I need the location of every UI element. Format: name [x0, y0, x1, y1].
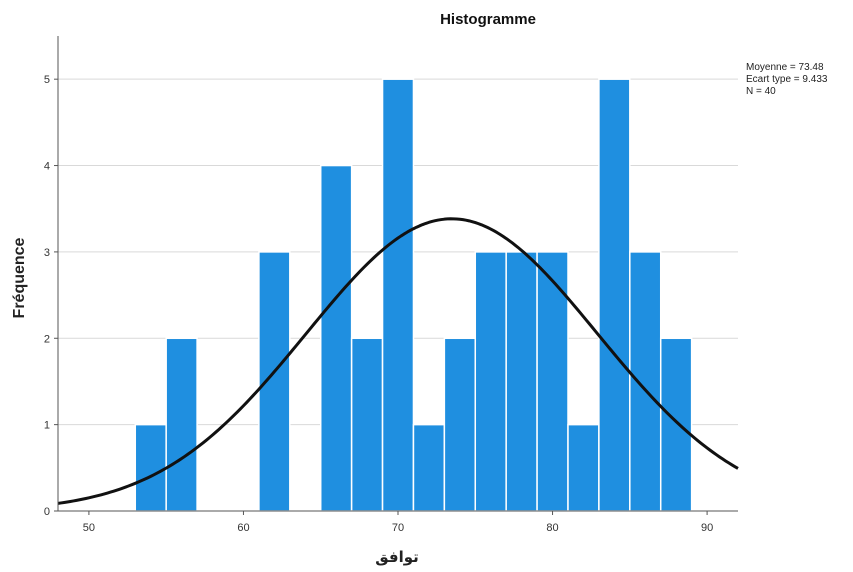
- normal-curve-layer: [57, 217, 739, 505]
- y-tick-label: 1: [44, 420, 50, 432]
- histogram-bar: [629, 251, 662, 512]
- y-tick-label: 5: [44, 74, 50, 86]
- x-tick-label: 80: [546, 522, 558, 534]
- histogram-bar: [505, 251, 538, 512]
- histogram-bar: [319, 164, 353, 512]
- y-tick-label: 2: [44, 333, 50, 345]
- histogram-bar: [134, 423, 167, 512]
- histogram-bar: [381, 78, 415, 512]
- x-axis-label: توافق: [375, 548, 419, 566]
- stat-std-dev: Ecart type = 9.433: [746, 74, 828, 85]
- histogram-bar: [165, 337, 198, 512]
- histogram-bar: [443, 337, 477, 512]
- x-tick-label: 90: [701, 522, 713, 534]
- stats-box: Moyenne = 73.48 Ecart type = 9.433 N = 4…: [746, 62, 828, 97]
- histogram-bar: [474, 251, 507, 512]
- y-tick-label: 3: [44, 247, 50, 259]
- y-axis-label: Fréquence: [11, 237, 28, 318]
- histogram-bar: [567, 423, 600, 512]
- histogram-bar: [598, 78, 631, 512]
- histogram-bar: [258, 251, 291, 512]
- stat-mean: Moyenne = 73.48: [746, 62, 824, 73]
- chart-title: Histogramme: [440, 11, 536, 28]
- histogram-bar: [412, 423, 446, 512]
- x-tick-labels: 50 60 70 80 90: [83, 511, 713, 534]
- y-tick-label: 0: [44, 506, 50, 518]
- x-tick-label: 60: [237, 522, 249, 534]
- histogram-bar: [536, 251, 569, 512]
- x-tick-label: 50: [83, 522, 95, 534]
- y-tick-label: 4: [44, 161, 50, 173]
- y-tick-labels: 0 1 2 3 4 5: [44, 74, 58, 518]
- stat-n: N = 40: [746, 86, 776, 97]
- histogram-bar: [659, 337, 693, 512]
- normal-curve: [57, 217, 739, 505]
- histogram-bar: [350, 337, 384, 512]
- x-tick-label: 70: [392, 522, 404, 534]
- histogram-bars: [134, 78, 693, 512]
